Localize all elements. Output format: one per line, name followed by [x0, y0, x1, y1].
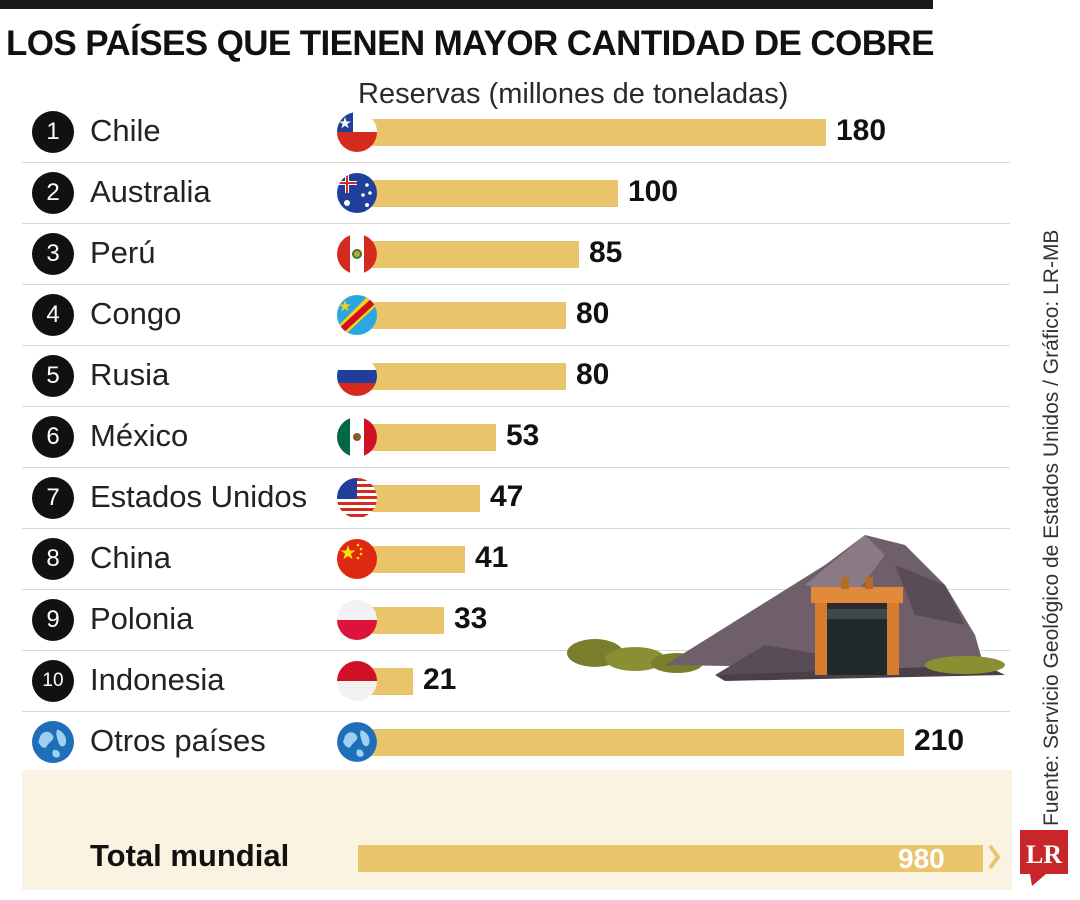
chart-title: LOS PAÍSES QUE TIENEN MAYOR CANTIDAD DE …: [6, 24, 934, 63]
flag-mexico-icon: [337, 417, 377, 457]
rank-badge: 10: [32, 660, 74, 702]
total-bar: [358, 845, 983, 872]
country-label: Rusia: [90, 357, 170, 392]
total-value: 980: [898, 843, 945, 874]
row-congo: 4 Congo 80: [0, 285, 1010, 346]
row-rusia: 5 Rusia 80: [0, 346, 1010, 407]
rank-badge: 5: [32, 355, 74, 397]
value-label: 47: [490, 480, 524, 513]
row-divider: [22, 162, 1010, 163]
rank-badge: 3: [32, 233, 74, 275]
flag-rusia-icon: [337, 356, 377, 396]
chart-subtitle: Reservas (millones de toneladas): [358, 78, 789, 110]
bar-peru: [358, 241, 579, 268]
row-peru: 3 Perú 85: [0, 224, 1010, 285]
top-rule: [0, 0, 933, 9]
flag-peru-icon: [337, 234, 377, 274]
row-divider: [22, 467, 1010, 468]
flag-australia-icon: [337, 173, 377, 213]
source-note: Fuente: Servicio Geológico de Estados Un…: [1040, 229, 1063, 826]
country-label: México: [90, 418, 189, 453]
row-divider: [22, 528, 1010, 529]
value-label: 41: [475, 541, 509, 574]
flag-congo-icon: [337, 295, 377, 335]
globe-icon: [32, 721, 74, 763]
row-polonia: 9 Polonia 33: [0, 590, 1010, 651]
value-label: 180: [836, 114, 887, 147]
flag-usa-icon: [337, 478, 377, 518]
rank-badge: 4: [32, 294, 74, 336]
flag-china-icon: [337, 539, 377, 579]
row-divider: [22, 284, 1010, 285]
country-label: Estados Unidos: [90, 479, 308, 514]
chevron-right-icon: [988, 844, 1001, 870]
row-divider: [22, 223, 1010, 224]
rank-badge: 2: [32, 172, 74, 214]
value-label: 53: [506, 419, 540, 452]
rank-badge: 1: [32, 111, 74, 153]
value-label: 210: [914, 724, 965, 757]
value-label: 80: [576, 358, 610, 391]
rank-badge: 7: [32, 477, 74, 519]
bar-mexico: [358, 424, 496, 451]
value-label: 85: [589, 236, 623, 269]
mine-illustration: [567, 535, 1005, 681]
flag-indonesia-icon: [337, 661, 377, 701]
row-divider: [22, 589, 1010, 590]
country-label: Polonia: [90, 601, 194, 636]
row-divider: [22, 650, 1010, 651]
value-label: 100: [628, 175, 679, 208]
row-otros-paises: Otros países 210: [0, 712, 1010, 773]
row-australia: 2 Australia 100: [0, 163, 1010, 224]
country-label: Australia: [90, 174, 211, 209]
bar-congo: [358, 302, 566, 329]
logo-text: LR: [1026, 840, 1062, 869]
country-label: Chile: [90, 113, 161, 148]
flag-chile-icon: [337, 112, 377, 152]
row-divider: [22, 406, 1010, 407]
row-divider: [22, 711, 1010, 712]
value-label: 80: [576, 297, 610, 330]
rank-badge: 8: [32, 538, 74, 580]
bar-otros-paises: [358, 729, 904, 756]
rank-badge: 6: [32, 416, 74, 458]
country-label: Perú: [90, 235, 156, 270]
country-label: Otros países: [90, 723, 266, 758]
country-label: Indonesia: [90, 662, 225, 697]
bar-rusia: [358, 363, 566, 390]
value-label: 21: [423, 663, 457, 696]
flag-globe-icon: [337, 722, 377, 762]
lr-logo-icon: LR: [1020, 830, 1068, 886]
row-china: 8 China 41: [0, 529, 1010, 590]
rank-badge: 9: [32, 599, 74, 641]
flag-polonia-icon: [337, 600, 377, 640]
row-estados-unidos: 7 Estados Unidos 47: [0, 468, 1010, 529]
bar-chile: [358, 119, 826, 146]
bar-estados-unidos: [358, 485, 480, 512]
row-indonesia: 10 Indonesia 21: [0, 651, 1010, 712]
country-label: Congo: [90, 296, 182, 331]
row-chile: 1 Chile 180: [0, 102, 1010, 163]
row-mexico: 6 México 53: [0, 407, 1010, 468]
bar-australia: [358, 180, 618, 207]
row-divider: [22, 345, 1010, 346]
value-label: 33: [454, 602, 488, 635]
total-label: Total mundial: [90, 838, 290, 873]
country-label: China: [90, 540, 171, 575]
